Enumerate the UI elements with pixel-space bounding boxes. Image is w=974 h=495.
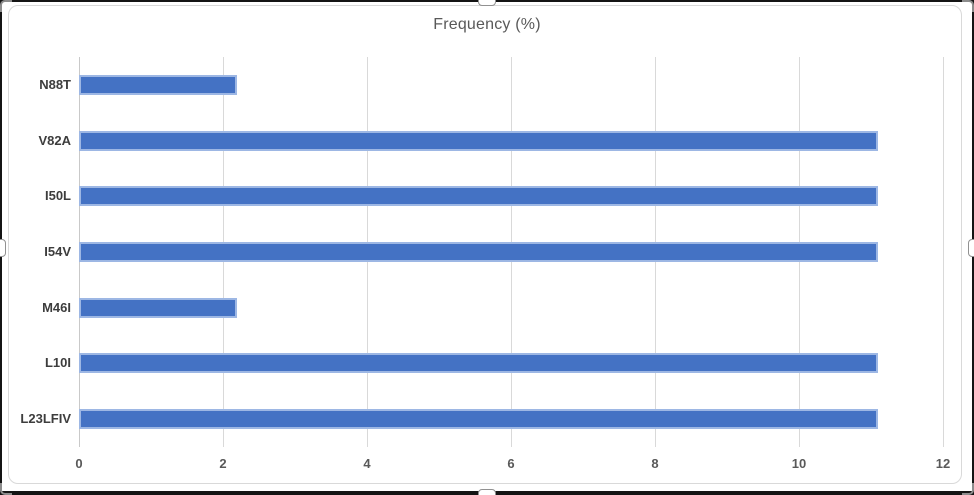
- category-label-I50L: I50L: [44, 188, 71, 204]
- category-label-N88T: N88T: [39, 76, 71, 92]
- tick-label-12: 12: [935, 456, 951, 471]
- plot-area: [79, 57, 944, 447]
- bar-I54V: [79, 242, 879, 262]
- tick-label-10: 10: [791, 456, 807, 471]
- tick-label-6: 6: [507, 456, 515, 471]
- bar-I50L: [79, 186, 879, 207]
- resize-handle-bottom-left-icon[interactable]: [0, 483, 12, 495]
- resize-handle-bottom-right-icon[interactable]: [962, 483, 974, 495]
- tick-label-4: 4: [363, 456, 371, 471]
- resize-handle-top-left-icon[interactable]: [0, 0, 12, 12]
- bar-N88T: [79, 74, 238, 95]
- tick-label-2: 2: [219, 456, 227, 471]
- category-label-M46I: M46I: [42, 299, 71, 315]
- gridline: [943, 57, 944, 447]
- category-label-L23LFIV: L23LFIV: [20, 411, 71, 427]
- category-label-V82A: V82A: [38, 132, 71, 148]
- resize-handle-bottom-icon[interactable]: [478, 489, 496, 495]
- bar-V82A: [79, 130, 879, 151]
- resize-handle-right-icon[interactable]: [968, 238, 974, 257]
- bar-L10I: [79, 353, 879, 374]
- tick-label-0: 0: [75, 456, 83, 471]
- tick-label-8: 8: [651, 456, 659, 471]
- bar-L23LFIV: [79, 409, 879, 430]
- bar-M46I: [79, 297, 238, 318]
- resize-handle-top-icon[interactable]: [478, 0, 496, 6]
- category-label-I54V: I54V: [44, 244, 71, 259]
- resize-handle-left-icon[interactable]: [0, 238, 6, 257]
- resize-handle-top-right-icon[interactable]: [962, 0, 974, 12]
- category-label-L10I: L10I: [44, 355, 71, 371]
- chart-title: Frequency (%): [433, 16, 541, 33]
